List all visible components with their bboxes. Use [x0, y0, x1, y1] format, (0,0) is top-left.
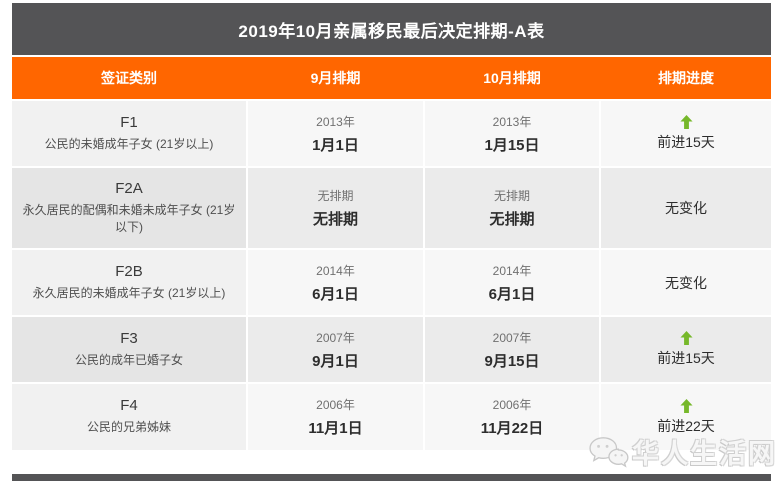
- wechat-bubbles-icon: [589, 436, 629, 468]
- oct-date-cell-f2a: 无排期 无排期: [425, 168, 599, 248]
- up-arrow-icon: [679, 115, 693, 129]
- sep-date-cell-f2a: 无排期 无排期: [248, 168, 423, 248]
- column-header-category: 签证类别: [101, 70, 157, 86]
- category-cell-f1: F1 公民的未婚成年子女 (21岁以上): [12, 101, 246, 166]
- progress-text: 前进22天: [657, 417, 715, 434]
- date-year: 2006年: [492, 398, 532, 412]
- oct-date-cell-f2b: 2014年 6月1日: [425, 250, 599, 315]
- progress-cell-f3: 前进15天: [601, 317, 771, 382]
- category-cell-f3: F3 公民的成年已婚子女: [12, 317, 246, 382]
- date-day: 6月1日: [488, 285, 536, 303]
- date-day: 11月22日: [480, 420, 544, 437]
- progress-cell-f2a: 无变化: [601, 168, 771, 248]
- bottom-divider-bar: [12, 474, 771, 481]
- date-day: 1月1日: [312, 136, 359, 154]
- progress-text: 无变化: [665, 274, 707, 291]
- sep-date-cell-f3: 2007年 9月1日: [248, 317, 423, 382]
- oct-date-cell-f1: 2013年 1月15日: [425, 101, 599, 166]
- oct-date-cell-f3: 2007年 9月15日: [425, 317, 599, 382]
- up-arrow-icon: [679, 331, 693, 345]
- date-day: 9月1日: [312, 352, 359, 370]
- date-day: 无排期: [489, 211, 535, 228]
- progress-cell-f2b: 无变化: [601, 250, 771, 315]
- date-day: 无排期: [312, 211, 358, 228]
- date-day: 1月15日: [484, 136, 540, 154]
- date-day: 6月1日: [312, 285, 359, 303]
- visa-description: 公民的未婚成年子女 (21岁以上): [44, 136, 214, 151]
- visa-code: F4: [120, 397, 138, 415]
- visa-code: F2A: [115, 179, 143, 197]
- oct-date-cell-f4: 2006年 11月22日: [425, 384, 599, 450]
- visa-bulletin-table: 签证类别 9月排期 10月排期 排期进度 F1 公民的未婚成年子女 (21岁以上…: [12, 57, 771, 450]
- visa-description: 公民的兄弟姊妹: [86, 420, 171, 435]
- progress-cell-f4: 前进22天: [601, 384, 771, 450]
- visa-description: 永久居民的配偶和未婚未成年子女 (21岁以下): [22, 202, 236, 234]
- date-year: 2007年: [316, 330, 355, 345]
- date-year: 2013年: [492, 114, 532, 129]
- visa-code: F1: [120, 113, 138, 131]
- category-cell-f2b: F2B 永久居民的未婚成年子女 (21岁以上): [12, 250, 246, 315]
- date-year: 无排期: [493, 189, 530, 203]
- page-title: 2019年10月亲属移民最后决定排期-A表: [238, 21, 545, 41]
- date-year: 2013年: [316, 114, 355, 129]
- visa-description: 公民的成年已婚子女: [74, 352, 183, 367]
- date-year: 无排期: [317, 189, 354, 203]
- watermark-text: 华人生活网: [632, 439, 777, 469]
- watermark: 华人生活网: [587, 432, 777, 471]
- date-day: 9月15日: [484, 352, 540, 370]
- table-header-row: 签证类别 9月排期 10月排期 排期进度: [12, 57, 771, 99]
- progress-text: 前进15天: [657, 134, 715, 150]
- date-year: 2006年: [316, 398, 355, 412]
- sep-date-cell-f2b: 2014年 6月1日: [248, 250, 423, 315]
- visa-code: F2B: [115, 262, 143, 280]
- category-cell-f2a: F2A 永久居民的配偶和未婚未成年子女 (21岁以下): [12, 168, 246, 248]
- title-bar: 2019年10月亲属移民最后决定排期-A表: [12, 3, 771, 55]
- progress-text: 前进15天: [657, 350, 715, 366]
- sep-date-cell-f4: 2006年 11月1日: [248, 384, 423, 450]
- visa-description: 永久居民的未婚成年子女 (21岁以上): [32, 285, 226, 300]
- date-year: 2007年: [492, 330, 532, 345]
- category-cell-f4: F4 公民的兄弟姊妹: [12, 384, 246, 450]
- column-header-september: 9月排期: [310, 70, 361, 86]
- up-arrow-icon: [679, 398, 693, 413]
- column-header-progress: 排期进度: [658, 70, 714, 86]
- date-day: 11月1日: [308, 420, 363, 437]
- sep-date-cell-f1: 2013年 1月1日: [248, 101, 423, 166]
- column-header-october: 10月排期: [483, 70, 541, 86]
- progress-text: 无变化: [665, 200, 707, 216]
- progress-cell-f1: 前进15天: [601, 101, 771, 166]
- date-year: 2014年: [316, 263, 355, 278]
- date-year: 2014年: [492, 263, 532, 278]
- visa-code: F3: [120, 329, 138, 347]
